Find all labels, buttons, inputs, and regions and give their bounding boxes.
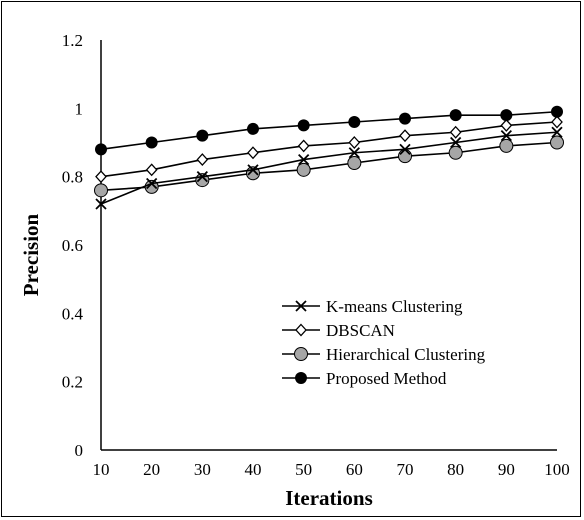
x-tick-label: 30 [194, 460, 211, 479]
data-point [145, 163, 158, 177]
x-tick-label: 10 [93, 460, 110, 479]
data-point [94, 183, 108, 198]
y-tick-label: 0.4 [62, 304, 84, 323]
data-point [296, 162, 311, 177]
data-point [500, 118, 513, 132]
series-line [100, 110, 558, 151]
y-tick-label: 1 [75, 99, 84, 118]
data-point [448, 145, 463, 160]
legend-label: Hierarchical Clustering [326, 345, 486, 364]
data-point [450, 136, 462, 149]
x-tick-label: 40 [245, 460, 262, 479]
x-tick-labels: 10 20 30 40 50 60 70 80 90 100 [93, 460, 570, 479]
x-axis-title: Iterations [285, 486, 373, 510]
legend-label: K-means Clustering [326, 297, 463, 316]
x-tick-label: 50 [295, 460, 312, 479]
y-tick-label: 0.2 [62, 373, 83, 392]
data-point [297, 139, 310, 153]
y-tick-labels: 0 0.2 0.4 0.6 0.8 1 1.2 [62, 31, 84, 460]
data-point [196, 171, 208, 183]
x-tick-label: 70 [397, 460, 414, 479]
data-point [399, 129, 411, 143]
series-line [100, 121, 558, 178]
data-point [449, 125, 462, 139]
data-point [95, 198, 107, 210]
data-point [398, 149, 412, 164]
legend-entry: Proposed Method [282, 369, 447, 388]
data-point [247, 164, 259, 176]
y-axis-title: Precision [19, 213, 43, 296]
data-point [551, 126, 563, 138]
data-point [500, 130, 512, 142]
data-point [550, 135, 564, 150]
data-point [196, 129, 209, 142]
x-marker [295, 300, 307, 312]
data-point [146, 177, 158, 190]
diamond-marker [295, 323, 307, 337]
data-point [399, 112, 411, 125]
axes [100, 40, 557, 451]
x-tick-label: 90 [498, 460, 515, 479]
data-point [297, 119, 310, 132]
filled-circle-marker [295, 372, 307, 384]
data-point [247, 122, 259, 135]
data-point [95, 143, 107, 156]
series-k-means-clustering [95, 126, 563, 210]
data-point [247, 146, 259, 160]
y-tick-label: 0 [75, 441, 84, 460]
data-point [449, 109, 462, 122]
y-tick-label: 0.6 [62, 236, 83, 255]
data-point [347, 156, 362, 170]
data-point [196, 153, 209, 167]
legend-label: Proposed Method [326, 369, 447, 388]
x-tick-label: 20 [143, 460, 160, 479]
series-line [100, 141, 558, 192]
legend-label: DBSCAN [326, 321, 395, 340]
y-tick-label: 1.2 [62, 31, 83, 50]
data-point [298, 153, 310, 166]
series-group [94, 105, 564, 210]
data-point [499, 138, 514, 153]
series-proposed-method [95, 105, 563, 156]
legend: K-means Clustering DBSCAN Hierarchical Clu… [282, 297, 486, 388]
gray-circle-marker [294, 347, 308, 361]
y-tick-label: 0.8 [62, 168, 83, 187]
data-point [500, 109, 513, 122]
legend-entry: DBSCAN [282, 321, 395, 340]
data-point [145, 136, 158, 149]
series-line [100, 131, 558, 205]
data-point [348, 147, 360, 159]
series-dbscan [95, 115, 563, 184]
x-tick-label: 100 [544, 460, 570, 479]
data-point [348, 136, 361, 149]
data-point [348, 116, 361, 128]
data-point [95, 170, 107, 184]
data-point [551, 115, 563, 129]
data-point [399, 143, 411, 155]
legend-entry: K-means Clustering [282, 297, 463, 316]
x-tick-label: 80 [447, 460, 464, 479]
data-point [551, 105, 563, 118]
legend-entry: Hierarchical Clustering [282, 345, 486, 364]
x-tick-label: 60 [346, 460, 363, 479]
